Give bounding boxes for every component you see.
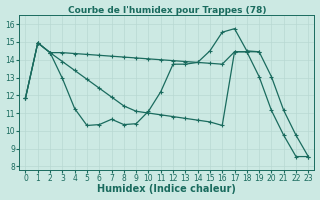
Title: Courbe de l'humidex pour Trappes (78): Courbe de l'humidex pour Trappes (78) <box>68 6 266 15</box>
X-axis label: Humidex (Indice chaleur): Humidex (Indice chaleur) <box>98 184 236 194</box>
